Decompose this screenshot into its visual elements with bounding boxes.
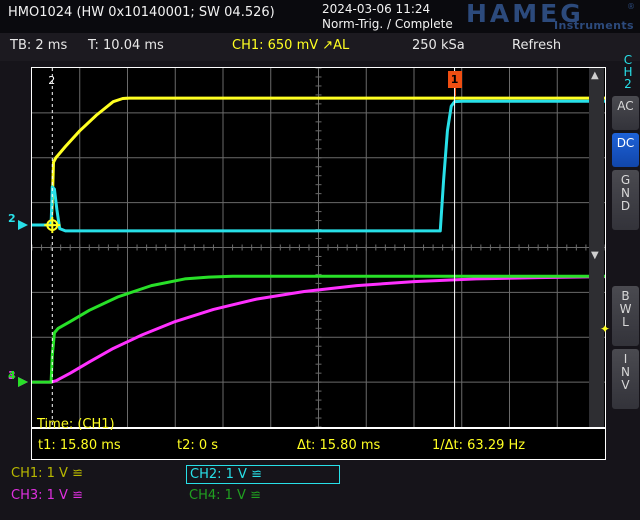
ground-marker-label-2[interactable]: 2 — [8, 212, 16, 226]
side-menu-button-ac[interactable]: AC — [612, 96, 639, 130]
scroll-up-icon[interactable]: ▲ — [591, 70, 599, 81]
measurement-bar: t1: 15.80 ms t2: 0 s Δt: 15.80 ms 1/Δt: … — [31, 428, 606, 460]
trigger-level-readout[interactable]: CH1: 650 mV ↗AL — [232, 38, 350, 53]
trigger-position-badge[interactable]: 1 — [447, 71, 462, 88]
ground-marker-label-4[interactable]: 4 — [8, 369, 16, 383]
time-delay-readout[interactable]: T: 10.04 ms — [88, 38, 164, 53]
timebase-readout[interactable]: TB: 2 ms — [10, 38, 68, 53]
channel-readout-ch4[interactable]: CH4: 1 V ≌ — [189, 488, 261, 503]
side-menu-button-dc[interactable]: DC — [612, 133, 639, 167]
registered-trademark-icon: ® — [627, 2, 635, 11]
side-menu-button-line: I — [623, 352, 628, 366]
header-bar: HMO1024 (HW 0x10140001; SW 04.526) 2024-… — [0, 0, 640, 33]
channel-readout-ch3[interactable]: CH3: 1 V ≌ — [11, 488, 83, 503]
measurement-title: Time: (CH1) — [37, 417, 115, 432]
settings-bar: TB: 2 ms T: 10.04 ms CH1: 650 mV ↗AL 250… — [0, 33, 640, 61]
vertical-scrollbar-track[interactable] — [589, 68, 604, 427]
channel-footer: CH1: 1 V ≌ CH2: 1 V ≌ CH3: 1 V ≌ CH4: 1 V ≌ — [0, 461, 640, 520]
channel-readout-ch2[interactable]: CH2: 1 V ≌ — [186, 465, 340, 484]
side-menu-button-line: G — [620, 173, 631, 187]
side-menu-button-line: N — [621, 365, 630, 379]
trigger-level-marker[interactable]: ✦ — [600, 321, 611, 336]
measurement-t1[interactable]: t1: 15.80 ms — [38, 438, 121, 453]
side-menu-title-char: 2 — [624, 77, 632, 91]
side-menu-button-line: DC — [616, 136, 635, 150]
trigger-badge-pointer — [454, 88, 456, 96]
left-gutter — [0, 61, 31, 461]
channel-readout-ch1[interactable]: CH1: 1 V ≌ — [11, 466, 83, 481]
hameg-logo: HAMEG ® Instruments — [466, 0, 636, 33]
side-menu-title-char: C — [623, 53, 633, 67]
waveform-canvas — [32, 68, 605, 427]
trigger-status-label: Norm-Trig. / Complete — [322, 17, 453, 31]
ground-marker-arrow-4[interactable] — [18, 377, 28, 388]
measurement-t2[interactable]: t2: 0 s — [177, 438, 219, 453]
device-model-label: HMO1024 (HW 0x10140001; SW 04.526) — [8, 5, 275, 20]
measurement-frequency[interactable]: 1/Δt: 63.29 Hz — [432, 438, 526, 453]
logo-wordmark: HAMEG — [466, 0, 584, 28]
acquisition-mode-readout[interactable]: Refresh — [512, 38, 562, 53]
side-menu-button-line: D — [620, 199, 631, 213]
scroll-down-icon[interactable]: ▼ — [591, 250, 599, 261]
side-menu-button-line: V — [621, 378, 630, 392]
side-menu-button-line: N — [621, 186, 630, 200]
waveform-display[interactable] — [31, 67, 606, 428]
side-menu-button-line: W — [619, 302, 632, 316]
cursor-2-marker[interactable]: 2 — [48, 74, 56, 87]
measurement-delta-t[interactable]: Δt: 15.80 ms — [297, 438, 381, 453]
sample-count-readout[interactable]: 250 kSa — [412, 38, 465, 53]
side-menu-button-line: AC — [617, 99, 634, 113]
side-menu-button-line: L — [622, 315, 629, 329]
ground-marker-arrow-2[interactable] — [18, 220, 28, 231]
ground-marker-label-3[interactable]: 3 — [8, 369, 16, 383]
logo-subtitle: Instruments — [554, 19, 634, 32]
side-menu-button-line: B — [621, 289, 630, 303]
side-menu-title-char: H — [623, 65, 633, 79]
datetime-label: 2024-03-06 11:24 — [322, 2, 431, 16]
